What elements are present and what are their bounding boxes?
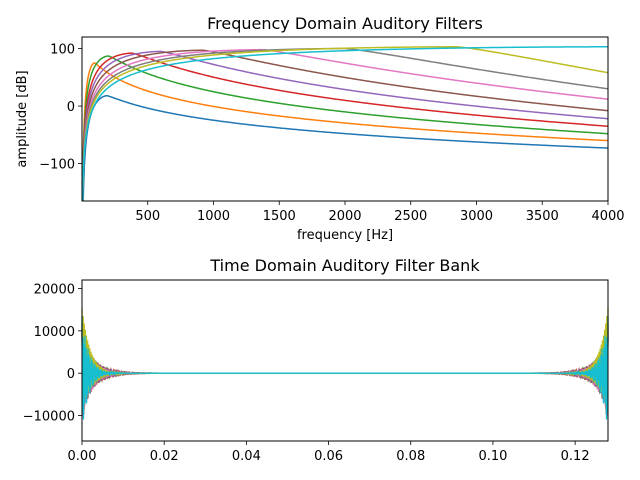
y-tick-label: −100: [39, 158, 75, 173]
x-tick-label: 500: [135, 209, 160, 224]
x-tick-label: 0.00: [68, 449, 97, 464]
series-group: [81, 307, 609, 420]
series-line-1: [82, 94, 608, 201]
ticks-group: 0.00 0.02 0.04 0.06 0.08 0.10 0.12 −10000 0 10000…: [23, 282, 590, 464]
y-tick-label: 0: [67, 367, 75, 382]
plot-frame: [81, 36, 609, 202]
series-line-9: [82, 46, 608, 201]
y-tick-label: 20000: [34, 282, 75, 297]
x-tick-label: 2000: [328, 209, 361, 224]
frequency-domain-subplot: Frequency Domain Auditory Filters 500 100…: [15, 14, 625, 243]
x-tick-label: 0.10: [478, 449, 507, 464]
x-tick-label: 1000: [197, 209, 230, 224]
x-tick-label: 2500: [394, 209, 427, 224]
chart-title: Frequency Domain Auditory Filters: [207, 14, 483, 33]
time-domain-subplot: Time Domain Auditory Filter Bank 0.00 0.0…: [23, 256, 609, 464]
x-tick-label: 0.02: [150, 449, 179, 464]
y-tick-label: 0: [67, 100, 75, 115]
y-tick-label: 100: [50, 43, 75, 58]
x-tick-label: 4000: [591, 209, 624, 224]
x-tick-label: 0.08: [396, 449, 425, 464]
series-line-2: [82, 62, 608, 201]
series-line-4: [82, 52, 608, 201]
x-tick-label: 0.04: [232, 449, 261, 464]
plot-frame: [81, 279, 609, 442]
x-tick-label: 3000: [460, 209, 493, 224]
x-axis-label: frequency [Hz]: [297, 228, 393, 243]
series-group: [82, 46, 608, 201]
y-tick-label: 10000: [34, 325, 75, 340]
x-tick-label: 3500: [526, 209, 559, 224]
series-line-6: [82, 49, 608, 201]
series-line-10: [81, 316, 609, 420]
series-line-10: [82, 46, 608, 201]
y-tick-label: −10000: [23, 410, 75, 425]
x-tick-label: 0.06: [314, 449, 343, 464]
x-tick-label: 1500: [263, 209, 296, 224]
x-tick-label: 0.12: [561, 449, 590, 464]
chart-title: Time Domain Auditory Filter Bank: [209, 256, 480, 275]
ticks-group: 500 1000 1500 2000 2500 3000 3500 4000 −100 0 100: [39, 43, 624, 224]
y-axis-label: amplitude [dB]: [15, 70, 30, 167]
series-line-7: [82, 48, 608, 201]
series-line-8: [82, 47, 608, 201]
series-line-5: [82, 50, 608, 201]
